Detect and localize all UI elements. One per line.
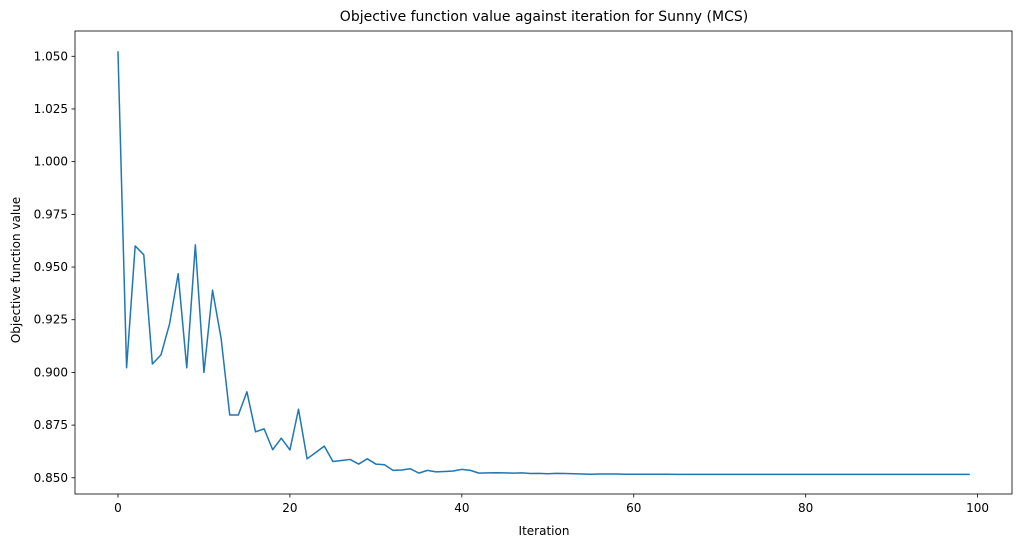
y-axis: 0.850 0.875 0.900 0.925 0.950 0.975 1.000 1.025… [34, 49, 75, 485]
x-tick-label: 60 [626, 501, 641, 515]
x-axis: 0 20 40 60 80 100 [114, 494, 989, 515]
y-tick-label: 1.050 [34, 49, 68, 63]
y-tick-label: 0.950 [34, 260, 68, 274]
x-tick-label: 100 [966, 501, 989, 515]
y-tick-label: 0.900 [34, 365, 68, 379]
x-tick-label: 80 [798, 501, 813, 515]
x-tick-label: 0 [114, 501, 122, 515]
x-tick-label: 20 [282, 501, 297, 515]
y-tick-label: 0.850 [34, 471, 68, 485]
x-axis-label: Iteration [519, 524, 570, 538]
y-tick-label: 1.025 [34, 102, 68, 116]
plot-area-frame [74, 30, 1013, 495]
y-tick-label: 0.875 [34, 418, 68, 432]
y-tick-label: 0.975 [34, 207, 68, 221]
y-tick-label: 1.000 [34, 155, 68, 169]
series-line [117, 51, 970, 476]
chart-title: Objective function value against iterati… [340, 9, 748, 25]
y-axis-label: Objective function value [9, 197, 23, 343]
x-tick-label: 40 [454, 501, 469, 515]
y-tick-label: 0.925 [34, 313, 68, 327]
